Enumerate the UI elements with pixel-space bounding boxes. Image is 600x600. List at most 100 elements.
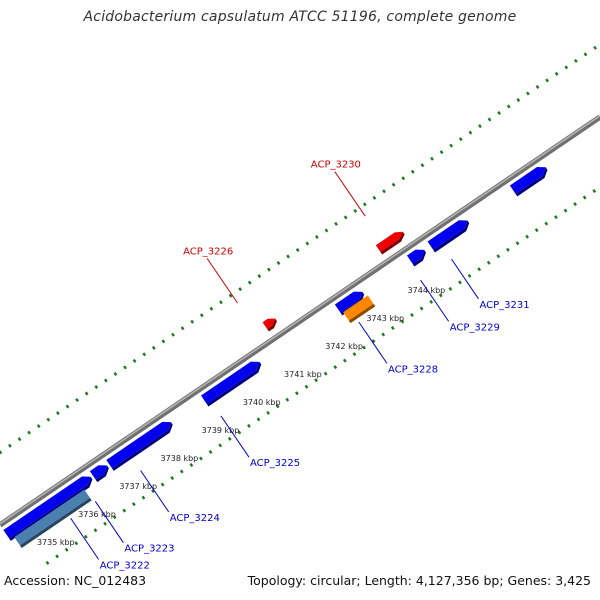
feature-f3[interactable] xyxy=(106,418,175,471)
tick-label: 3744 kbp xyxy=(408,286,446,295)
gc-dot xyxy=(592,189,597,194)
gc-dot xyxy=(190,319,195,324)
feature-shade xyxy=(412,249,426,267)
feature-face xyxy=(14,489,90,546)
tick-label: 3742 kbp xyxy=(325,342,363,351)
gc-dot xyxy=(534,228,539,233)
gene-label[interactable]: ACP_3222 xyxy=(100,561,150,572)
gc-dot xyxy=(390,326,395,331)
feature-face xyxy=(343,295,374,321)
feature-face xyxy=(509,167,546,194)
gc-dot xyxy=(94,384,99,389)
feature-shade xyxy=(111,422,173,471)
gc-dot xyxy=(151,345,156,350)
gc-dot xyxy=(410,312,414,317)
gc-dot xyxy=(515,241,520,246)
gc-dot xyxy=(477,267,482,272)
gc-dot xyxy=(573,58,578,63)
gc-dot xyxy=(419,306,424,311)
gc-dot xyxy=(275,404,280,409)
gc-dot xyxy=(400,319,405,324)
gc-dot xyxy=(83,534,88,539)
tick-label: 3736 kbp xyxy=(78,510,116,519)
feature-face xyxy=(106,421,171,469)
gc-dot xyxy=(391,182,396,187)
label-leader-line xyxy=(220,415,250,458)
gc-dot xyxy=(496,254,501,259)
gc-dot xyxy=(180,326,185,331)
gene-label[interactable]: ACP_3229 xyxy=(450,322,500,333)
feature-red1[interactable] xyxy=(262,315,280,332)
backbone-line xyxy=(0,114,600,528)
feature-steel[interactable] xyxy=(14,489,92,548)
gc-dot xyxy=(353,208,358,213)
accession-text: Accession: NC_012483 xyxy=(4,573,147,588)
gc-dot xyxy=(564,65,569,70)
gc-dot xyxy=(468,130,473,135)
gc-dot xyxy=(410,169,415,174)
tick-label: 3740 kbp xyxy=(243,398,281,407)
tick-label: 3738 kbp xyxy=(161,454,199,463)
gc-dot xyxy=(563,208,568,213)
gene-label[interactable]: ACP_3225 xyxy=(250,458,300,469)
gc-dot xyxy=(266,410,271,415)
gc-dot xyxy=(17,437,22,442)
gc-dot xyxy=(189,463,194,467)
label-leader-line xyxy=(140,470,170,513)
gc-dot xyxy=(381,332,386,337)
label-leader-line xyxy=(451,258,479,300)
gene-label[interactable]: ACP_3224 xyxy=(170,513,220,524)
feature-f4[interactable] xyxy=(201,358,264,407)
feature-orange[interactable] xyxy=(343,295,376,324)
gc-dot xyxy=(285,397,290,402)
gene-label[interactable]: ACP_3231 xyxy=(480,300,530,311)
label-leader-line xyxy=(70,517,100,560)
gc-dot xyxy=(352,352,357,357)
gc-dot xyxy=(103,378,108,383)
gc-dot xyxy=(228,293,233,298)
feature-shade xyxy=(380,231,405,255)
gc-dot xyxy=(238,287,243,292)
feature-face xyxy=(201,361,260,404)
gc-dot xyxy=(305,241,310,246)
gene-label[interactable]: ACP_3223 xyxy=(124,544,174,555)
gc-dot xyxy=(583,52,588,57)
gc-dot xyxy=(295,391,299,396)
gc-dot xyxy=(516,97,521,102)
feature-face xyxy=(375,231,403,252)
feature-shade xyxy=(348,303,376,324)
gc-dot xyxy=(334,221,338,226)
feature-f8[interactable] xyxy=(509,163,550,197)
tick-label: 3735 kbp xyxy=(37,538,75,547)
feature-f5[interactable] xyxy=(334,288,367,316)
feature-face xyxy=(3,476,91,539)
feature-face xyxy=(406,249,425,264)
gene-labels: ACP_3222 ACP_3223 ACP_3224 ACP_3225 ACP_3228… xyxy=(70,160,530,572)
feature-f7[interactable] xyxy=(427,216,472,253)
feature-f2[interactable] xyxy=(89,461,112,483)
label-leader-line xyxy=(420,279,450,322)
gc-dot xyxy=(573,202,577,207)
gc-dot xyxy=(295,248,300,253)
gc-dot xyxy=(497,111,502,116)
gc-dot xyxy=(256,417,261,422)
gc-dot xyxy=(458,137,463,142)
gc-dot xyxy=(0,450,3,455)
tick-label: 3743 kbp xyxy=(366,314,404,323)
gc-dot xyxy=(478,124,482,129)
gc-dot xyxy=(343,215,348,220)
gc-dot xyxy=(506,104,511,109)
gc-dot xyxy=(554,71,559,76)
gc-dot xyxy=(161,339,166,344)
gc-dot xyxy=(593,45,597,50)
gene-label[interactable]: ACP_3230 xyxy=(311,160,361,171)
feature-f1[interactable] xyxy=(3,473,95,541)
gene-label[interactable]: ACP_3226 xyxy=(183,246,233,257)
gene-label[interactable]: ACP_3228 xyxy=(388,364,438,375)
gc-dot xyxy=(545,78,549,83)
feature-f6[interactable] xyxy=(406,246,429,267)
label-leader-line xyxy=(334,171,366,217)
feature-red2[interactable] xyxy=(375,228,407,255)
gc-dot xyxy=(142,352,147,357)
